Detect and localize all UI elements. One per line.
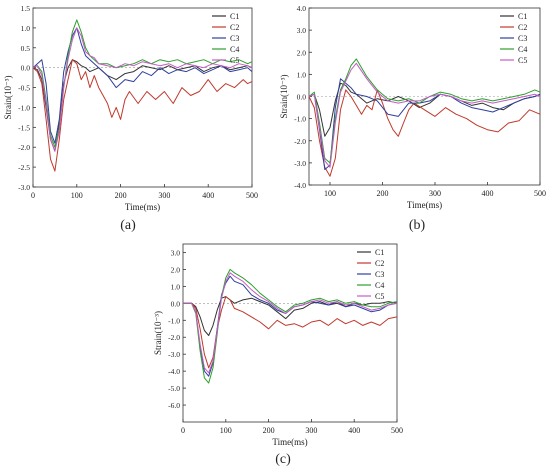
y-tick-label: -5.0 [168,384,180,393]
y-tick-label: -1.5 [18,123,30,132]
plot-frame [32,7,253,188]
y-axis-title: Strain(10⁻³) [3,76,13,120]
y-tick-label: 3.0 [297,26,307,35]
series-line-c4 [32,19,253,148]
y-axis-title: Strain(10⁻³) [153,311,163,355]
plot-frame [182,243,398,423]
x-tick-label: 500 [534,189,546,198]
y-tick-label: -1.0 [18,103,30,112]
y-tick-label: 1.0 [171,282,181,291]
chart-panel-c: 0 100 200 300 400 500 3.0 2.0 1.0 0.0 -1.0 -2.0 -3.0… [153,243,403,467]
y-tick-label: -3.0 [168,350,180,359]
y-tick-label: -1.0 [294,115,306,124]
legend-label-c5: C5 [518,56,527,65]
series-line-c3 [32,27,253,144]
x-tick-label: 300 [158,191,170,200]
y-tick-label: 0.0 [21,64,31,73]
series-line-c5 [183,272,398,374]
y-tick-label: -4.0 [294,181,306,190]
series-line-c2 [308,89,541,177]
y-tick-label: -3.0 [294,159,306,168]
x-tick-label: 200 [263,426,275,435]
y-tick-label: 1.5 [21,4,31,13]
series-line-c1 [308,82,541,137]
y-tick-label: -2.5 [18,163,30,172]
chart-panel-a: 0 100 200 300 400 500 1.5 1.0 0.5 0.0 -0.5 -1.0 -1.5… [3,4,258,233]
y-tick-label: -2.0 [294,137,306,146]
y-tick-label: 0.0 [171,299,181,308]
series-line-c4 [183,268,398,384]
x-tick-label: 300 [429,189,441,198]
legend-label-c1: C1 [518,12,527,21]
x-axis-title: Time(ms) [272,437,307,447]
x-tick-label: 200 [115,191,127,200]
y-tick-label: -6.0 [168,401,180,410]
panel-label-c: (c) [275,452,291,467]
series-line-c1 [183,296,398,336]
x-axis-title: Time(ms) [407,200,442,210]
y-tick-label: 0.5 [21,44,31,53]
y-tick-label: 4.0 [297,4,307,13]
legend-label-c4: C4 [230,45,239,54]
y-tick-label: 1.0 [21,24,31,33]
x-tick-label: 300 [305,426,317,435]
panel-label-a: (a) [120,218,136,233]
legend-label-c5: C5 [375,292,384,301]
series-line-c4 [308,58,541,164]
chart-panel-b: 100 200 300 400 500 4.0 3.0 2.0 1.0 0.0 -1.0 -2.0 -3… [279,4,546,233]
series-line-c3 [308,78,541,170]
legend-label-c5: C5 [230,56,239,65]
x-tick-label: 0 [181,426,185,435]
series-line-c5 [308,62,541,168]
series-line-c2 [32,59,253,172]
legend-label-c3: C3 [375,270,384,279]
y-tick-label: 0.0 [297,93,307,102]
y-tick-label: -4.0 [168,367,180,376]
legend-label-c2: C2 [375,259,384,268]
x-tick-label: 400 [202,191,214,200]
y-tick-label: 2.0 [297,48,307,57]
legend-label-c4: C4 [375,281,384,290]
y-tick-label: 2.0 [171,265,181,274]
y-tick-label: 3.0 [171,248,181,257]
legend-label-c3: C3 [518,34,527,43]
legend-label-c1: C1 [230,12,239,21]
x-axis-title: Time(ms) [125,202,160,212]
x-tick-label: 100 [71,191,83,200]
y-tick-label: -0.5 [18,84,30,93]
x-tick-label: 500 [246,191,258,200]
x-tick-label: 200 [377,189,389,198]
y-tick-label: -2.0 [168,333,180,342]
y-tick-label: -3.0 [18,183,30,192]
y-tick-label: -2.0 [18,143,30,152]
legend-label-c2: C2 [230,23,239,32]
legend-label-c4: C4 [518,45,527,54]
y-axis-title: Strain(10⁻³) [279,75,289,119]
x-tick-label: 400 [348,426,360,435]
series-line-c3 [183,275,398,377]
panel-label-b: (b) [409,218,426,233]
x-tick-label: 100 [220,426,232,435]
series-line-c5 [32,27,253,152]
y-tick-label: 1.0 [297,70,307,79]
legend-label-c1: C1 [375,248,384,257]
y-tick-label: -1.0 [168,316,180,325]
x-tick-label: 0 [31,191,35,200]
legend-label-c2: C2 [518,23,527,32]
x-tick-label: 100 [324,189,336,198]
x-tick-label: 500 [391,426,403,435]
legend-label-c3: C3 [230,34,239,43]
x-tick-label: 400 [482,189,494,198]
series-line-c2 [183,296,398,369]
